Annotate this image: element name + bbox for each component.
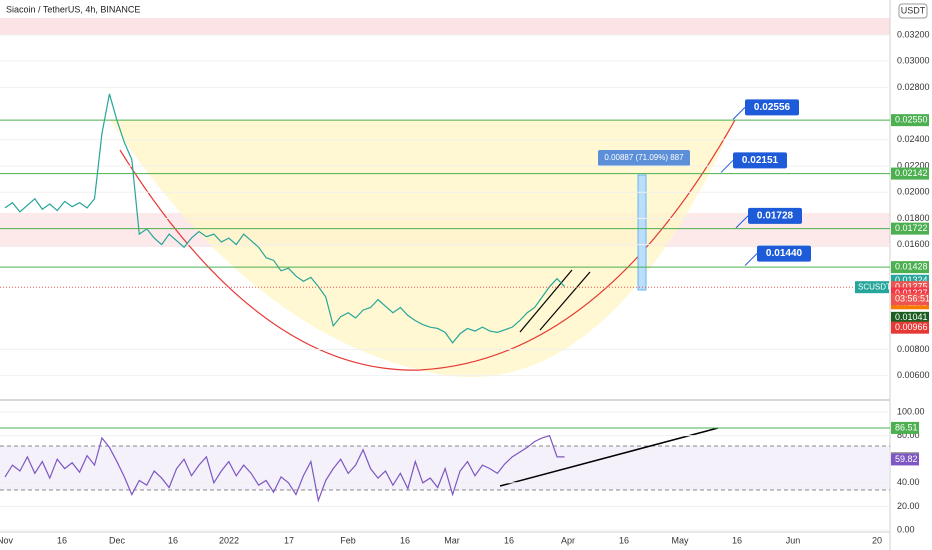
callout-pointer (735, 215, 749, 229)
rsi-tick-label: 0.00 (897, 524, 915, 534)
symbol-label: SCUSDT (858, 282, 891, 291)
price-badge-label: 0.01275 (895, 282, 928, 292)
callout-box (748, 207, 802, 224)
callout-label: 0.01440 (766, 248, 803, 259)
symbol-box (855, 281, 889, 294)
price-badge (891, 261, 929, 274)
x-tick-label: 16 (400, 535, 410, 545)
countdown-label: 03:56:51 (895, 294, 930, 304)
y-tick-label: 0.02200 (897, 160, 930, 170)
rsi-tick-label: 20.00 (897, 501, 920, 511)
callout-label: 0.02151 (742, 155, 779, 166)
measure-label: 0.00887 (71.09%) 887 (604, 153, 684, 162)
y-tick-label: 0.03000 (897, 56, 930, 66)
price-badge-label: 0.01324 (895, 275, 928, 285)
channel-line (519, 269, 573, 333)
price-badge-label: 0.00966 (895, 322, 928, 332)
callout-box (745, 99, 799, 116)
rsi-tick-label: 100.00 (897, 406, 925, 416)
price-badge-label: 0.01227 (895, 288, 928, 298)
y-tick-label: 0.02800 (897, 82, 930, 92)
x-tick-label: 20 (872, 535, 882, 545)
callout-box (733, 152, 787, 169)
y-tick-label: 0.03200 (897, 29, 930, 39)
x-tick-label: May (671, 535, 689, 545)
y-tick-label: 0.01800 (897, 213, 930, 223)
rsi-tick-label: 40.00 (897, 477, 920, 487)
countdown-box (891, 293, 929, 306)
rsi-badge-label: 59.82 (895, 454, 918, 464)
rsi-badge (891, 453, 919, 466)
price-badge (891, 114, 929, 127)
price-badge-label: 0.02142 (895, 168, 928, 178)
callout-pointer (732, 107, 746, 120)
rsi-tick-label: 80.00 (897, 430, 920, 440)
callout-box (757, 245, 811, 262)
y-tick-label: 0.00600 (897, 370, 930, 380)
rsi-badge (891, 421, 919, 434)
x-tick-label: 16 (168, 535, 178, 545)
currency-label[interactable]: USDT (901, 5, 926, 15)
price-badge-label: 0.01041 (895, 312, 928, 322)
price-badge (891, 311, 929, 324)
price-line (4, 93, 565, 344)
currency-box[interactable] (898, 3, 928, 19)
y-tick-label: 0.01600 (897, 239, 930, 249)
x-tick-label: Nov (0, 535, 13, 545)
price-badge (891, 321, 929, 334)
x-tick-label: 16 (732, 535, 742, 545)
rsi-line (4, 434, 565, 503)
chart-title: Siacoin / TetherUS, 4h, BINANCE (6, 4, 140, 14)
price-badge-label: 0.01722 (895, 223, 928, 233)
x-tick-label: Apr (561, 535, 575, 545)
y-tick-label: 0.02000 (897, 187, 930, 197)
x-tick-label: Jun (786, 535, 801, 545)
price-badge (891, 222, 929, 235)
x-tick-label: Dec (109, 535, 126, 545)
callout-label: 0.01728 (757, 210, 794, 221)
x-tick-label: Feb (340, 535, 356, 545)
x-tick-label: 2022 (219, 535, 239, 545)
callout-label: 0.02556 (754, 102, 791, 113)
x-tick-label: 16 (57, 535, 67, 545)
x-tick-label: Mar (444, 535, 460, 545)
resistance-zone (0, 18, 890, 35)
price-badge-label: 0.01428 (895, 262, 928, 272)
measure-bar (637, 174, 647, 291)
measure-box (598, 150, 690, 166)
y-tick-label: 0.02400 (897, 134, 930, 144)
rsi-badge-label: 86.51 (895, 422, 918, 432)
y-tick-label: 0.00800 (897, 344, 930, 354)
price-badge-label: 0.02550 (895, 115, 928, 125)
callout-pointer (744, 253, 758, 266)
rsi-trendline (499, 427, 719, 487)
cup-area (110, 120, 735, 378)
x-tick-label: 16 (619, 535, 629, 545)
price-badge (891, 167, 929, 180)
callout-pointer (720, 160, 734, 173)
channel-line (539, 271, 591, 331)
x-tick-label: 17 (284, 535, 294, 545)
x-tick-label: 16 (504, 535, 514, 545)
